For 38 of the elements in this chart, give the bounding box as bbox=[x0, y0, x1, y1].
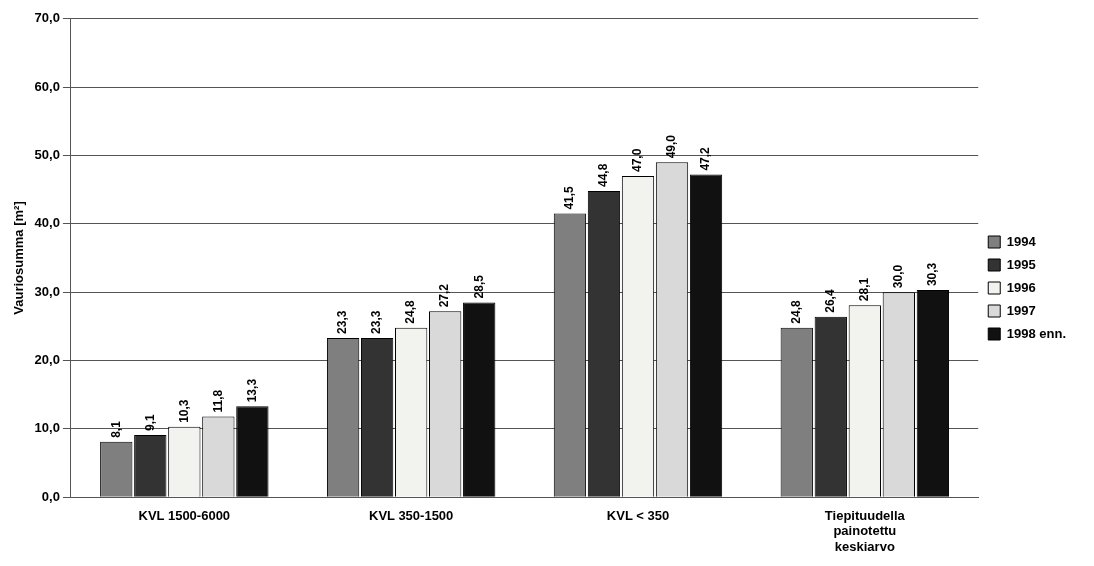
x-tick-label: Tiepituudella painotettu keskiarvo bbox=[824, 507, 906, 554]
y-tick-label: 10,0 bbox=[34, 420, 60, 436]
x-tick-label: KVL < 350 bbox=[606, 507, 670, 523]
y-tick-label: 0,0 bbox=[41, 488, 60, 504]
y-axis-title: Vauriosumma [m²] bbox=[11, 201, 27, 315]
data-label: 10,3 bbox=[176, 399, 191, 423]
data-label: 13,3 bbox=[244, 378, 259, 403]
data-label: 41,5 bbox=[562, 185, 577, 210]
data-label: 9,1 bbox=[142, 414, 157, 432]
data-label: 26,4 bbox=[823, 289, 838, 313]
legend-label: 1995 bbox=[1006, 256, 1036, 272]
data-label: 44,8 bbox=[596, 163, 611, 188]
x-tick-label: KVL 1500-6000 bbox=[138, 507, 231, 523]
data-label: 8,1 bbox=[108, 420, 123, 438]
data-label: 47,2 bbox=[698, 146, 713, 171]
x-tick-label: KVL 350-1500 bbox=[368, 507, 454, 523]
data-label: 49,0 bbox=[664, 134, 679, 159]
data-label: 30,3 bbox=[925, 262, 940, 287]
legend-label: 1998 enn. bbox=[1006, 325, 1067, 341]
y-tick-label: 30,0 bbox=[34, 283, 60, 299]
data-label: 11,8 bbox=[210, 389, 225, 413]
data-label: 47,0 bbox=[630, 148, 645, 172]
y-tick-label: 20,0 bbox=[34, 352, 60, 368]
y-tick-label: 70,0 bbox=[34, 10, 60, 26]
y-tick-label: 50,0 bbox=[34, 147, 60, 163]
data-label: 24,8 bbox=[789, 300, 804, 324]
data-label: 28,5 bbox=[471, 274, 486, 299]
legend-label: 1996 bbox=[1006, 279, 1036, 295]
data-label: 27,2 bbox=[437, 283, 452, 308]
data-label: 28,1 bbox=[857, 277, 872, 302]
legend-label: 1997 bbox=[1006, 302, 1036, 318]
data-label: 23,3 bbox=[335, 310, 350, 334]
data-label: 24,8 bbox=[403, 300, 418, 324]
y-tick-label: 40,0 bbox=[34, 215, 60, 231]
y-tick-label: 60,0 bbox=[34, 78, 60, 94]
data-label: 30,0 bbox=[891, 264, 906, 289]
data-label: 23,3 bbox=[369, 310, 384, 334]
legend-label: 1994 bbox=[1006, 233, 1037, 249]
